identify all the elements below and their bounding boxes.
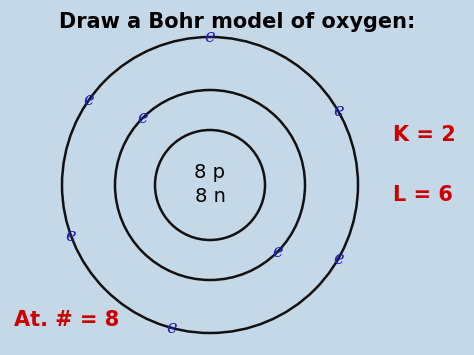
Text: 8 n: 8 n [194, 187, 226, 207]
Text: e: e [65, 226, 76, 245]
Text: L = 6: L = 6 [393, 185, 453, 205]
Text: e: e [333, 102, 344, 120]
Text: e: e [166, 319, 177, 337]
Text: e: e [333, 250, 344, 268]
Text: At. # = 8: At. # = 8 [14, 310, 119, 329]
Text: e: e [272, 243, 283, 261]
Text: e: e [205, 28, 215, 46]
Text: 8 p: 8 p [194, 164, 226, 182]
Text: Draw a Bohr model of oxygen:: Draw a Bohr model of oxygen: [59, 12, 415, 32]
Text: K = 2: K = 2 [393, 125, 456, 145]
Text: e: e [137, 109, 148, 127]
Text: e: e [83, 91, 94, 109]
